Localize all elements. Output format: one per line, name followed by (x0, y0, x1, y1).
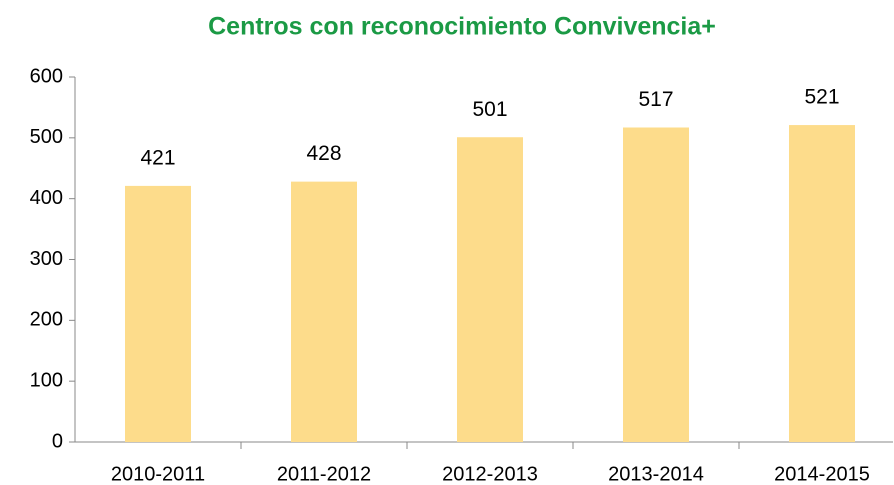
data-label: 428 (306, 142, 341, 165)
data-label: 517 (638, 88, 673, 111)
bar (125, 185, 191, 442)
bar (291, 181, 357, 442)
bar (623, 127, 689, 442)
data-label: 501 (472, 98, 507, 121)
data-label: 521 (804, 86, 839, 109)
x-tick-label: 2014-2015 (774, 463, 870, 485)
y-tick-label: 400 (30, 187, 63, 209)
x-tick-label: 2010-2011 (111, 463, 205, 485)
y-tick-label: 0 (52, 430, 63, 452)
y-tick-label: 200 (30, 309, 63, 331)
y-tick-label: 600 (30, 65, 63, 87)
bar (457, 137, 523, 442)
data-label: 421 (140, 146, 175, 169)
x-tick-label: 2013-2014 (608, 463, 704, 485)
y-tick-label: 100 (30, 369, 63, 391)
chart-title: Centros con reconocimiento Convivencia+ (208, 13, 716, 41)
x-tick-label: 2012-2013 (442, 463, 538, 485)
bar (789, 125, 855, 442)
x-tick-label: 2011-2012 (277, 463, 371, 485)
y-tick-label: 300 (30, 248, 63, 270)
y-tick-label: 500 (30, 126, 63, 148)
